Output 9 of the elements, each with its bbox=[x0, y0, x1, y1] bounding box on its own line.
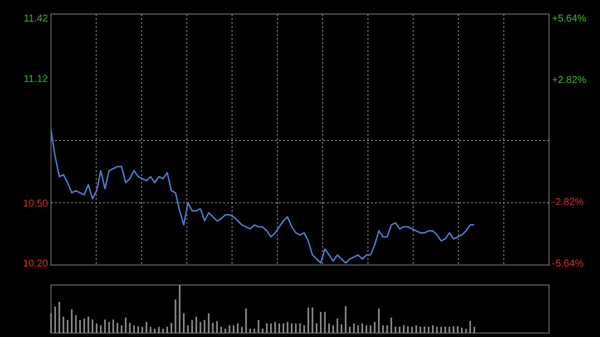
y2-tick-label: -5.64% bbox=[552, 258, 584, 270]
y-tick-label: 10.20 bbox=[22, 258, 48, 270]
y-tick-label: 11.12 bbox=[24, 74, 48, 85]
y-tick-label: 10.50 bbox=[22, 198, 48, 210]
y2-tick-label: +2.82% bbox=[552, 74, 586, 86]
line-series bbox=[50, 130, 475, 264]
y-tick-label: 11.42 bbox=[24, 14, 48, 25]
y2-tick-label: +5.64% bbox=[552, 14, 586, 25]
y2-tick-label: -2.82% bbox=[552, 197, 584, 208]
